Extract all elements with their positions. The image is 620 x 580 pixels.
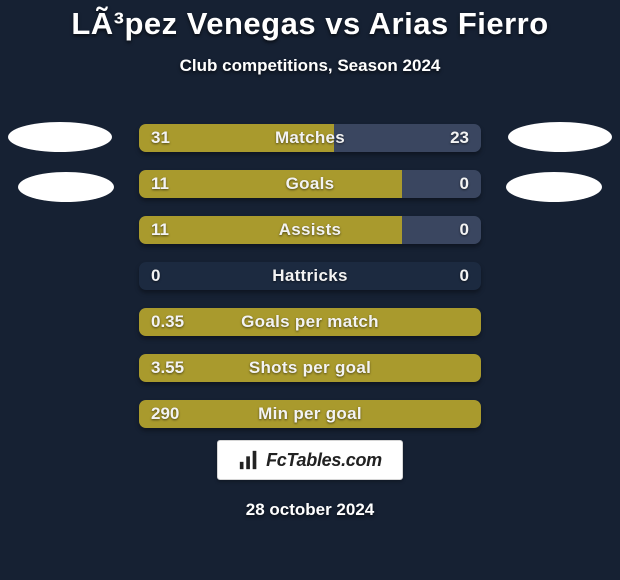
stat-label: Assists	[139, 216, 481, 244]
stat-row: Goals11 0	[139, 170, 481, 198]
stat-value-left: 11	[151, 216, 169, 244]
vs-separator: vs	[325, 6, 360, 41]
brand-logo: FcTables.com	[217, 440, 403, 480]
stat-label: Min per goal	[139, 400, 481, 428]
stat-value-left: 3.55	[151, 354, 184, 382]
stat-label: Matches	[139, 124, 481, 152]
player-a-avatar-placeholder	[8, 122, 112, 152]
stat-label: Goals	[139, 170, 481, 198]
page-title: LÃ³pez Venegas vs Arias Fierro	[0, 0, 620, 42]
stat-row: Min per goal290	[139, 400, 481, 428]
stat-label: Hattricks	[139, 262, 481, 290]
stat-row: Shots per goal3.55	[139, 354, 481, 382]
stat-row: Assists11 0	[139, 216, 481, 244]
stat-bars: Matches3123Goals110Assists110Hattricks00…	[139, 124, 481, 446]
stat-row: Hattricks0 0	[139, 262, 481, 290]
player-a-club-placeholder	[18, 172, 114, 202]
stat-value-left: 0.35	[151, 308, 184, 336]
bars-chart-icon	[238, 449, 260, 471]
player-a-name: LÃ³pez Venegas	[71, 6, 316, 41]
stat-value-right: 0	[460, 216, 469, 244]
stat-value-left: 290	[151, 400, 179, 428]
stat-row: Matches31 23	[139, 124, 481, 152]
stat-value-right: 0	[460, 262, 469, 290]
player-b-club-placeholder	[506, 172, 602, 202]
stat-label: Shots per goal	[139, 354, 481, 382]
stat-row: Goals per match0.35	[139, 308, 481, 336]
subtitle: Club competitions, Season 2024	[0, 56, 620, 76]
stat-value-right: 0	[460, 170, 469, 198]
stat-value-right: 23	[450, 124, 469, 152]
stat-value-left: 0	[151, 262, 160, 290]
brand-text: FcTables.com	[266, 450, 382, 471]
player-b-avatar-placeholder	[508, 122, 612, 152]
stat-value-left: 11	[151, 170, 169, 198]
stat-label: Goals per match	[139, 308, 481, 336]
player-b-name: Arias Fierro	[369, 6, 549, 41]
comparison-card: LÃ³pez Venegas vs Arias Fierro Club comp…	[0, 0, 620, 580]
stat-value-left: 31	[151, 124, 170, 152]
footer-date: 28 october 2024	[0, 500, 620, 520]
